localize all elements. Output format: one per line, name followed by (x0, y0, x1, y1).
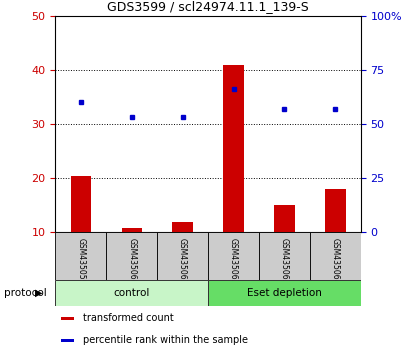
Text: GSM435059: GSM435059 (76, 238, 85, 284)
Bar (172, 222, 192, 232)
Bar (309, 232, 360, 280)
Bar (121, 228, 142, 232)
Bar (324, 189, 345, 232)
Text: GSM435063: GSM435063 (279, 238, 288, 284)
Text: protocol: protocol (4, 288, 47, 298)
Text: GSM435062: GSM435062 (229, 238, 238, 284)
Text: Eset depletion: Eset depletion (246, 288, 321, 298)
Bar (55, 280, 207, 306)
Bar (55, 232, 106, 280)
Bar (157, 232, 207, 280)
Text: GSM435064: GSM435064 (330, 238, 339, 284)
Bar (207, 280, 360, 306)
Bar (274, 205, 294, 232)
Bar (258, 232, 309, 280)
Text: control: control (113, 288, 150, 298)
Text: GSM435061: GSM435061 (178, 238, 187, 284)
Text: percentile rank within the sample: percentile rank within the sample (83, 335, 248, 345)
Title: GDS3599 / scl24974.11.1_139-S: GDS3599 / scl24974.11.1_139-S (107, 0, 308, 13)
Bar (61, 339, 74, 343)
Text: transformed count: transformed count (83, 313, 174, 322)
Bar (106, 232, 157, 280)
Text: ▶: ▶ (35, 288, 43, 298)
Bar (207, 232, 258, 280)
Bar (61, 317, 74, 320)
Text: GSM435060: GSM435060 (127, 238, 136, 284)
Bar (70, 176, 91, 232)
Bar (223, 64, 243, 232)
